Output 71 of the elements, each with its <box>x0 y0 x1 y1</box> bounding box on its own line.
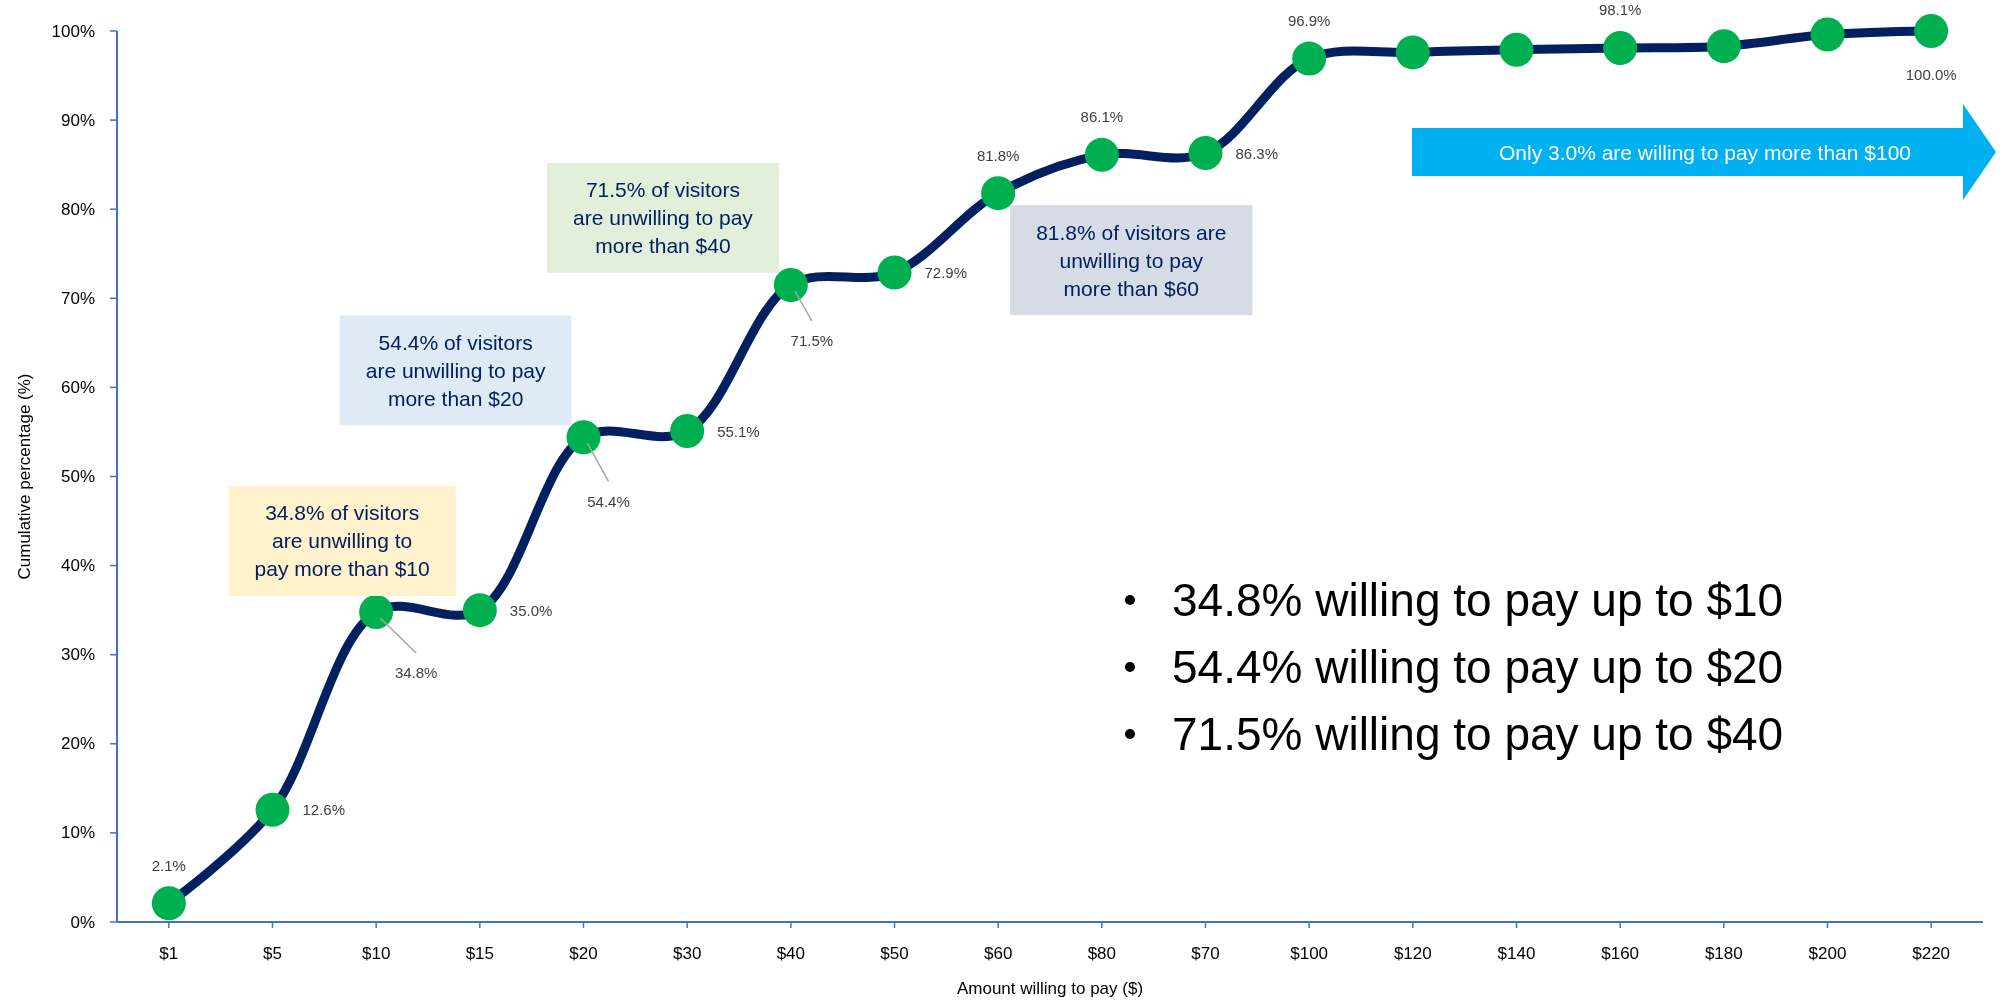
y-tick-label: 30% <box>60 645 95 665</box>
x-tick-label: $160 <box>1601 943 1640 963</box>
point <box>877 255 912 290</box>
data-label: 98.1% <box>1598 1 1642 19</box>
data-label: 55.1% <box>717 422 760 440</box>
data-label: 72.9% <box>924 263 968 281</box>
x-tick-label: $120 <box>1393 943 1432 963</box>
x-tick-label: $50 <box>880 943 909 963</box>
point <box>1499 32 1534 67</box>
data-label: 2.1% <box>151 856 186 874</box>
point <box>1395 35 1430 70</box>
y-tick-label: 90% <box>60 110 95 130</box>
y-tick-label: 60% <box>60 377 95 397</box>
data-label: 100.0% <box>1905 65 1957 83</box>
point <box>1914 14 1949 48</box>
point <box>462 593 497 628</box>
point <box>1706 29 1741 64</box>
x-tick-label: $30 <box>672 943 702 963</box>
y-tick-label: 100% <box>51 21 95 41</box>
x-tick-label: $200 <box>1808 943 1847 963</box>
point <box>255 792 290 827</box>
point <box>1188 136 1223 171</box>
data-label: 86.3% <box>1235 144 1279 162</box>
data-label: 71.5% <box>790 332 834 350</box>
annotation: 71.5% willing to pay up to $40 <box>1172 708 1784 760</box>
y-tick-label: 20% <box>60 734 95 754</box>
y-tick-label: 50% <box>60 467 95 486</box>
x-tick-label: $20 <box>569 943 598 963</box>
point <box>1810 17 1845 52</box>
y-tick-label: 0% <box>70 912 95 932</box>
x-tick-label: $5 <box>263 943 282 963</box>
point <box>566 420 601 455</box>
x-tick-label: $10 <box>361 943 391 963</box>
data-label: 81.8% <box>976 146 1020 164</box>
data-label: 96.9% <box>1287 12 1331 30</box>
point <box>773 267 808 302</box>
annotation: 71.5% of visitors are unwilling to pay more than $40 <box>573 178 754 258</box>
y-tick-label: 10% <box>60 823 95 843</box>
point <box>1292 41 1327 76</box>
y-tick-label: 80% <box>60 199 95 219</box>
x-tick-label: $140 <box>1497 943 1536 963</box>
x-tick-label: $180 <box>1704 943 1743 963</box>
point <box>1603 30 1638 65</box>
annotation: Only 3.0% are willing to pay more than $100 <box>1498 140 1912 164</box>
x-tick-label: $80 <box>1087 943 1117 963</box>
x-axis-title: Amount willing to pay ($) <box>956 978 1144 998</box>
annotation: 34.8% of visitors are unwilling to pay more than $10 <box>254 501 430 581</box>
annotation: 34.8% willing to pay up to $10 <box>1172 574 1784 626</box>
x-tick-label: $1 <box>159 943 179 963</box>
y-axis-title: Cumulative percentage (%) <box>14 373 34 580</box>
point <box>981 176 1016 211</box>
data-label: 54.4% <box>587 492 630 510</box>
x-tick-label: $40 <box>776 943 806 963</box>
x-tick-label: $220 <box>1912 943 1951 963</box>
annotation: 54.4% willing to pay up to $20 <box>1172 641 1784 693</box>
data-label: 34.8% <box>394 664 438 682</box>
annotation: 81.8% of visitors are unwilling to pay more than $60 <box>1036 220 1227 300</box>
y-tick-label: 40% <box>60 556 95 576</box>
y-tick-label: 70% <box>60 288 95 308</box>
x-tick-label: $60 <box>983 943 1013 963</box>
point <box>670 414 705 449</box>
point <box>359 594 394 629</box>
x-tick-label: $15 <box>465 943 495 963</box>
x-tick-label: $70 <box>1191 943 1220 963</box>
data-label: 12.6% <box>302 801 346 819</box>
data-label: 86.1% <box>1080 108 1124 126</box>
annotation: 54.4% of visitors are unwilling to pay more than $20 <box>365 330 546 410</box>
x-tick-label: $100 <box>1290 943 1329 963</box>
point <box>151 886 186 921</box>
point <box>1084 137 1119 172</box>
data-label: 35.0% <box>509 601 553 619</box>
